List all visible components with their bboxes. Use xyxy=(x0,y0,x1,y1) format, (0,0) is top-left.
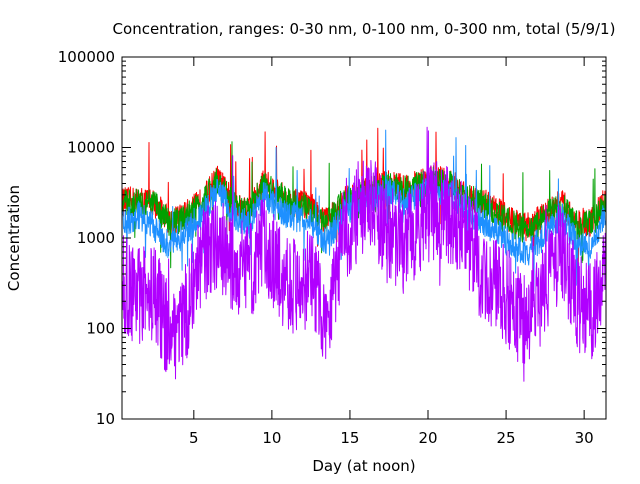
x-tick-label: 30 xyxy=(575,429,594,447)
y-tick-label: 10 xyxy=(96,410,115,428)
y-tick-label: 100 xyxy=(86,320,115,338)
x-tick-label: 20 xyxy=(418,429,437,447)
x-tick-label: 15 xyxy=(340,429,359,447)
series-line-4 xyxy=(122,126,606,382)
axes-layer: 10 100 1000 10000 100000 5 10 15 20 25 30 xyxy=(58,48,607,447)
x-tick-label: 10 xyxy=(262,429,281,447)
series-layer xyxy=(122,126,606,382)
y-tick-label: 10000 xyxy=(67,139,115,157)
y-tick-label: 100000 xyxy=(58,48,115,66)
x-axis-label: Day (at noon) xyxy=(312,457,415,475)
y-tick-label: 1000 xyxy=(77,229,115,247)
chart-title: Concentration, ranges: 0-30 nm, 0-100 nm… xyxy=(113,20,616,38)
x-tick-label: 25 xyxy=(497,429,516,447)
x-tick-label: 5 xyxy=(189,429,199,447)
y-axis-label: Concentration xyxy=(5,185,23,291)
